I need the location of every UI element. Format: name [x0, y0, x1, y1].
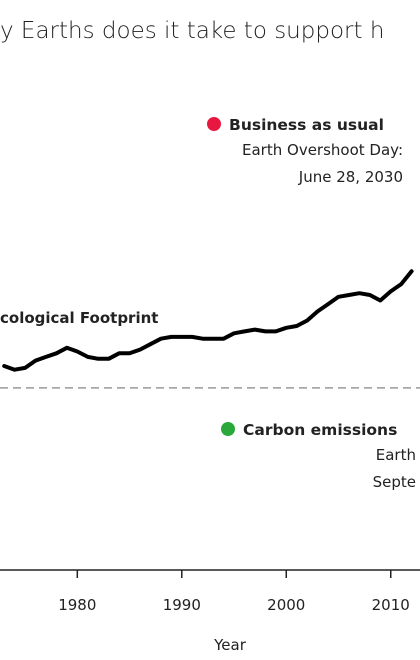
annotation-text: Earth — [376, 446, 416, 464]
annotation-text: Earth Overshoot Day: — [242, 141, 403, 159]
annotation-label: Carbon emissions — [243, 421, 397, 439]
chart-title: y Earths does it take to support h — [0, 18, 384, 44]
x-axis-label: Year — [213, 636, 247, 654]
series-label: cological Footprint — [0, 309, 158, 327]
x-tick-label: 2000 — [267, 596, 305, 614]
x-tick-label: 1990 — [163, 596, 201, 614]
annotation-text: Septe — [373, 473, 416, 491]
footprint-line — [2, 269, 414, 372]
annotation-dot — [221, 422, 235, 436]
x-tick-label: 2010 — [372, 596, 410, 614]
annotation-label: Business as usual — [229, 116, 384, 134]
annotation-dot — [207, 117, 221, 131]
x-tick-label: 1980 — [58, 596, 96, 614]
annotation-text: June 28, 2030 — [298, 168, 403, 186]
